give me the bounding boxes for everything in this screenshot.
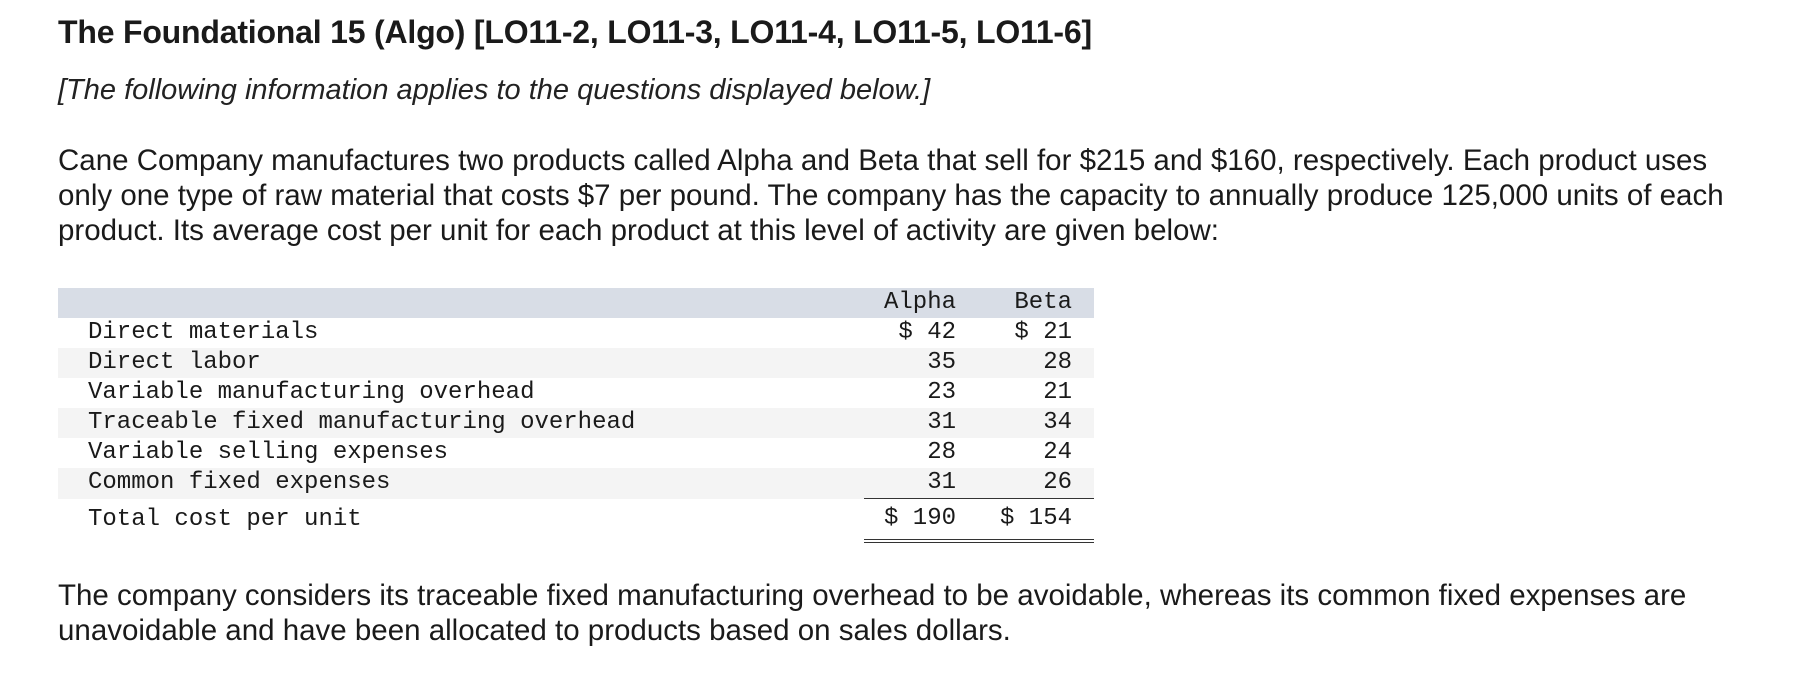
- alpha-value: 23: [927, 379, 956, 406]
- table-row: Common fixed expenses 31 26: [58, 468, 1094, 499]
- page-title: The Foundational 15 (Algo) [LO11-2, LO11…: [58, 14, 1092, 50]
- row-label: Variable manufacturing overhead: [88, 379, 535, 406]
- row-label: Variable selling expenses: [88, 439, 449, 466]
- beta-value: 21: [1043, 379, 1072, 406]
- beta-value: $ 21: [1014, 319, 1072, 346]
- row-label: Traceable fixed manufacturing overhead: [88, 409, 636, 436]
- info-note: [The following information applies to th…: [58, 74, 931, 106]
- row-label: Direct materials: [88, 319, 319, 346]
- beta-value: 28: [1043, 349, 1072, 376]
- cost-table: Alpha Beta Direct materials $ 42 $ 21 Di…: [58, 288, 1094, 543]
- total-row: Total cost per unit $ 190 $ 154: [58, 498, 1094, 543]
- beta-value: 34: [1043, 409, 1072, 436]
- table-row: Direct materials $ 42 $ 21: [58, 318, 1094, 348]
- table-row: Direct labor 35 28: [58, 348, 1094, 378]
- row-label: Common fixed expenses: [88, 469, 391, 497]
- total-label: Total cost per unit: [88, 505, 362, 533]
- intro-paragraph: Cane Company manufactures two products c…: [58, 144, 1724, 247]
- beta-value: 26: [976, 468, 1094, 499]
- column-header-alpha: Alpha: [883, 289, 956, 316]
- table-row: Traceable fixed manufacturing overhead 3…: [58, 408, 1094, 438]
- beta-total: $ 154: [976, 498, 1094, 543]
- alpha-value: 35: [927, 349, 956, 376]
- alpha-value: 31: [927, 409, 956, 436]
- header-blank: [58, 288, 864, 318]
- closing-paragraph: The company considers its traceable fixe…: [58, 579, 1687, 647]
- beta-value: 24: [1043, 439, 1072, 466]
- alpha-value: $ 42: [898, 319, 956, 346]
- table-row: Variable manufacturing overhead 23 21: [58, 378, 1094, 408]
- column-header-beta: Beta: [1014, 289, 1072, 316]
- alpha-value: 28: [927, 439, 956, 466]
- table-header-row: Alpha Beta: [58, 288, 1094, 318]
- row-label: Direct labor: [88, 349, 261, 376]
- alpha-value: 31: [864, 468, 976, 499]
- alpha-total: $ 190: [864, 498, 976, 543]
- table-row: Variable selling expenses 28 24: [58, 438, 1094, 468]
